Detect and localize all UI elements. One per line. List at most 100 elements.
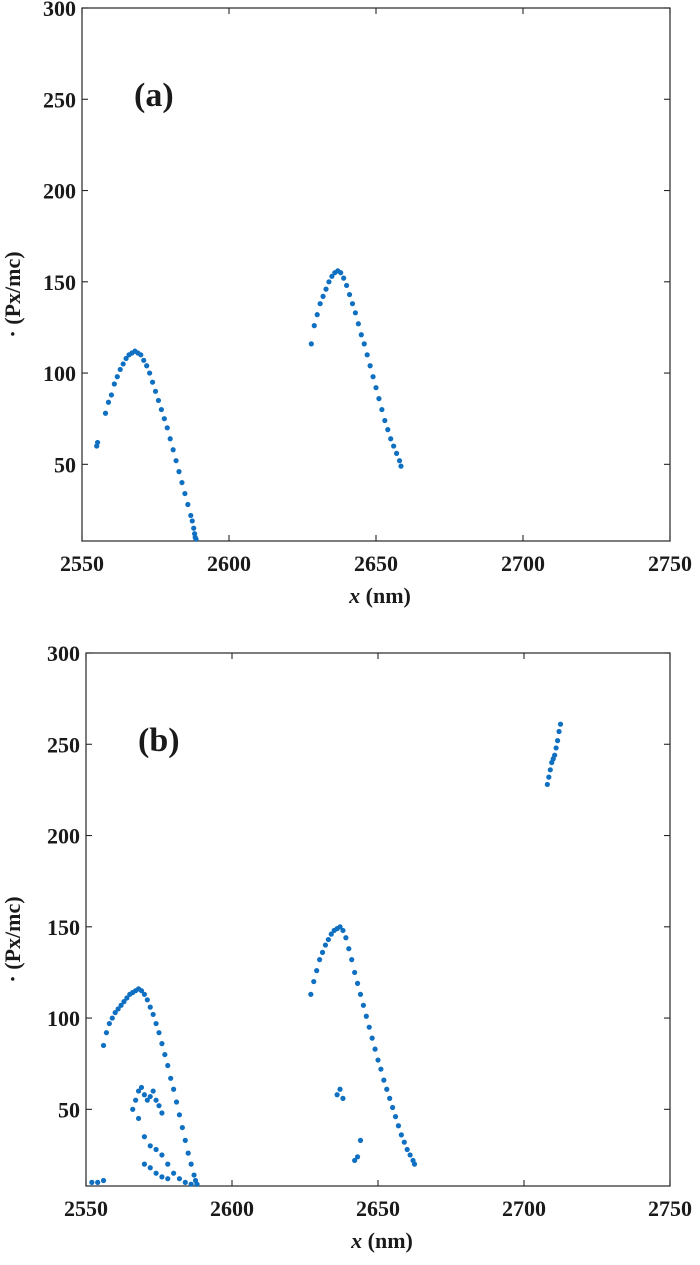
data-point: [364, 352, 370, 358]
data-point: [355, 321, 361, 327]
data-point: [194, 1181, 200, 1187]
x-axis-label: x (nm): [350, 1228, 413, 1253]
data-point: [398, 1132, 404, 1138]
data-point: [378, 1066, 384, 1072]
data-point: [164, 425, 170, 431]
data-point: [176, 1112, 183, 1118]
data-point: [182, 1137, 188, 1143]
data-point: [311, 978, 317, 985]
series-2: [308, 268, 404, 469]
data-point: [337, 1086, 343, 1092]
data-point: [144, 363, 150, 369]
data-point: [193, 536, 199, 542]
data-point: [191, 1172, 197, 1178]
data-point: [106, 1020, 112, 1027]
data-point: [105, 399, 112, 405]
data-point: [396, 458, 403, 464]
series-5: [544, 721, 564, 788]
y-axis-text: (Px/mc): [0, 896, 25, 969]
data-point: [328, 931, 334, 937]
y-tick-label: 200: [43, 179, 76, 204]
data-point: [411, 1161, 418, 1167]
data-point: [179, 479, 185, 486]
y-tick-label: 300: [47, 641, 80, 666]
data-point: [112, 1009, 118, 1016]
data-point: [547, 767, 553, 773]
data-point: [319, 949, 326, 955]
data-point: [141, 991, 147, 997]
data-point: [188, 1181, 194, 1187]
data-point: [361, 341, 367, 347]
data-point: [554, 738, 561, 744]
data-point: [95, 1179, 101, 1185]
y-axis-label: · (Px/mc): [0, 251, 25, 337]
data-point: [179, 1124, 185, 1131]
data-point: [308, 991, 314, 997]
x-axis-unit: (nm): [360, 583, 411, 608]
data-point: [161, 416, 167, 422]
data-point: [138, 352, 144, 358]
data-point: [390, 1104, 396, 1111]
data-point: [334, 1092, 340, 1098]
data-point: [100, 1042, 107, 1049]
series-1: [100, 986, 200, 1187]
data-point: [108, 392, 114, 398]
y-axis-prefix: ·: [0, 970, 25, 983]
data-point: [159, 1152, 165, 1158]
data-point: [391, 443, 397, 449]
data-point: [343, 935, 349, 941]
data-point: [189, 518, 195, 524]
y-tick-label: 250: [47, 732, 80, 757]
data-point: [89, 1179, 95, 1185]
data-point: [123, 355, 129, 362]
data-point: [153, 1170, 159, 1176]
y-tick-label: 300: [43, 0, 76, 21]
data-point: [322, 942, 329, 948]
data-point: [147, 1004, 153, 1010]
data-point: [188, 1161, 194, 1167]
data-point: [159, 1174, 165, 1180]
data-point: [173, 458, 179, 464]
data-point: [158, 406, 164, 413]
data-point: [165, 1161, 171, 1167]
data-point: [546, 774, 552, 780]
data-point: [366, 1024, 372, 1030]
data-point: [100, 1177, 107, 1184]
data-point: [130, 1106, 136, 1112]
y-axis-label: · (Px/mc): [0, 896, 25, 982]
x-tick-label: 2650: [354, 551, 398, 576]
y-tick-label: 50: [54, 452, 76, 477]
x-tick-label: 2700: [501, 551, 545, 576]
data-point: [152, 388, 159, 394]
x-axis-unit: (nm): [362, 1228, 413, 1253]
panel-label: (a): [134, 77, 174, 114]
data-point: [159, 1041, 165, 1047]
data-point: [323, 286, 329, 292]
data-point: [149, 379, 156, 385]
data-point: [171, 1086, 177, 1092]
data-point: [369, 1035, 375, 1041]
y-tick-label: 250: [43, 87, 76, 112]
x-tick-label: 2550: [64, 1196, 108, 1221]
data-point: [102, 410, 109, 416]
data-point: [176, 469, 182, 475]
x-tick-label: 2700: [502, 1196, 546, 1221]
data-point: [367, 363, 373, 369]
data-point: [118, 1002, 124, 1008]
series-4: [334, 1086, 364, 1164]
data-point: [349, 301, 356, 307]
data-point: [150, 1011, 156, 1018]
data-point: [326, 279, 332, 285]
y-tick-label: 200: [47, 824, 80, 849]
y-tick-label: 100: [47, 1006, 80, 1031]
data-point: [182, 1179, 188, 1185]
data-point: [363, 1013, 369, 1019]
data-point: [384, 1086, 390, 1092]
data-point: [370, 374, 376, 380]
data-point: [115, 1006, 121, 1012]
data-point: [314, 968, 320, 974]
y-axis-text: (Px/mc): [0, 251, 25, 324]
data-point: [144, 1097, 150, 1103]
data-point: [141, 1092, 147, 1098]
data-point: [376, 396, 382, 402]
